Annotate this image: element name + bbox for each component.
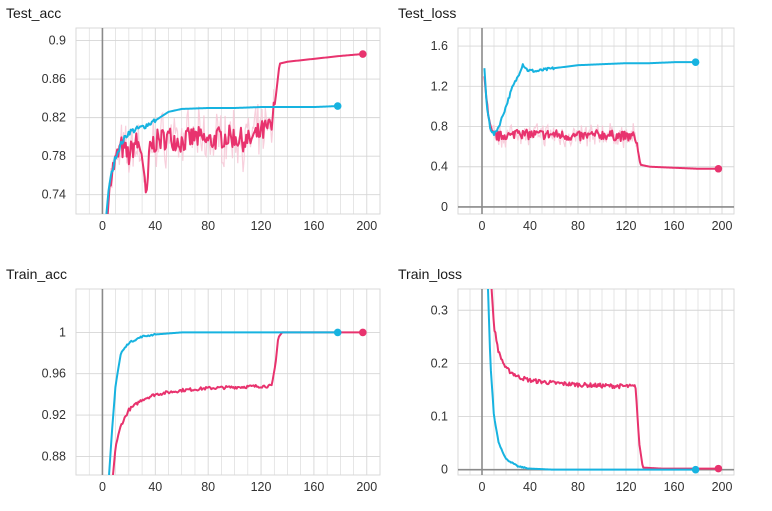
plot-area [487,289,719,471]
y-tick-label: 0.74 [42,188,66,202]
y-tick-label: 0.1 [431,410,448,424]
x-tick-label: 0 [479,219,486,233]
x-tick-label: 160 [664,219,685,233]
x-tick-label: 0 [479,480,486,494]
y-tick-label: 0.8 [431,120,448,134]
chart-title: Train_loss [398,266,462,282]
y-tick-label: 1.2 [431,79,448,93]
series-line-cyan [105,105,337,214]
plot-border [75,288,381,476]
chart-panel-test-loss: Test_loss 0 0.4 0.8 1.2 1.6 0 40 80 120 160 200 [398,5,735,233]
plot-area [105,53,363,214]
x-tick-label: 120 [616,219,637,233]
plot-border [457,288,735,476]
series-line-pink [490,289,719,470]
x-tick-label: 0 [99,480,106,494]
plot-border [457,27,735,215]
y-tick-label: 1 [59,325,66,339]
y-tick-label: 0 [441,200,448,214]
x-tick-label: 200 [712,480,733,494]
series-end-marker-cyan [691,58,700,66]
x-tick-label: 160 [664,480,685,494]
x-tick-label: 40 [523,480,537,494]
series-line-cyan [483,61,695,137]
x-tick-label: 40 [523,219,537,233]
series-line-pink [112,331,363,475]
chart-panel-train-acc: Train_acc 0.88 0.92 0.96 1 0 40 80 120 160 200 [6,266,381,494]
series-raw-pink [110,89,275,190]
y-tick-label: 0.82 [42,111,66,125]
x-tick-label: 40 [148,219,162,233]
y-tick-label: 0.4 [431,160,448,174]
series-line-cyan [108,331,338,475]
x-tick-label: 200 [356,480,377,494]
y-tick-label: 0.86 [42,72,66,86]
plot-area [483,61,718,170]
x-tick-label: 80 [571,219,585,233]
plot-area [108,331,363,475]
series-end-marker-pink [359,328,367,337]
x-tick-label: 40 [148,480,162,494]
series-line-pink [106,53,363,214]
chart-title: Train_acc [6,266,67,282]
x-tick-label: 200 [712,219,733,233]
y-tick-label: 0.92 [42,408,66,422]
y-tick-label: 0 [441,463,448,477]
chart-panel-test-acc: Test_acc 0.74 0.78 0.82 0.86 0.9 0 40 80 120 160 20… [6,5,381,233]
x-tick-label: 160 [303,480,324,494]
y-tick-label: 0.2 [431,356,448,370]
series-end-marker-pink [714,164,723,173]
chart-panel-train-loss: Train_loss 0 0.1 0.2 0.3 0 40 80 120 160 200 [398,266,735,494]
x-tick-label: 80 [571,480,585,494]
series-end-marker-pink [359,50,367,58]
series-end-marker-cyan [333,328,342,337]
series-end-marker-pink [714,464,723,473]
y-tick-label: 0.78 [42,149,66,163]
series-end-marker-cyan [691,465,700,474]
series-raw-pink [486,112,639,149]
series-line-pink [483,76,718,170]
x-tick-label: 80 [201,480,215,494]
y-tick-label: 0.9 [49,34,66,48]
chart-title: Test_acc [6,5,61,21]
series-line-cyan [487,289,696,471]
x-tick-label: 120 [251,480,272,494]
x-tick-label: 120 [616,480,637,494]
x-tick-label: 160 [303,219,324,233]
chart-title: Test_loss [398,5,456,21]
series-end-marker-cyan [333,102,342,110]
y-tick-label: 0.88 [42,449,66,463]
x-tick-label: 80 [201,219,215,233]
plot-border [75,27,381,215]
y-tick-label: 0.3 [431,303,448,317]
x-tick-label: 120 [251,219,272,233]
x-tick-label: 0 [99,219,106,233]
x-tick-label: 200 [356,219,377,233]
y-tick-label: 1.6 [431,39,448,53]
y-tick-label: 0.96 [42,367,66,381]
